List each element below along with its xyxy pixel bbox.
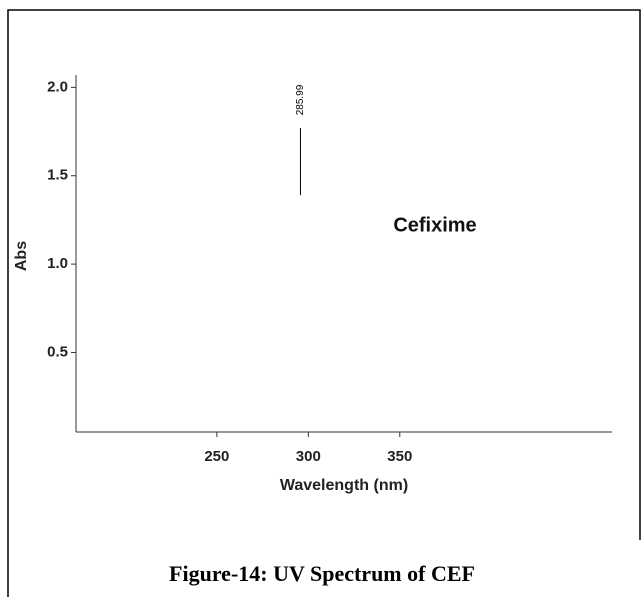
y-tick-label: 1.5 [47,167,68,184]
peak-label: 285.99 [295,84,306,115]
x-axis-label: Wavelength (nm) [280,477,408,494]
y-axis-label: Abs [13,241,30,271]
y-tick-label: 1.0 [47,255,68,272]
frame [7,9,641,597]
annotation: Cefixime [393,214,476,236]
y-tick-label: 2.0 [47,78,68,95]
y-tick-label: 0.5 [47,343,68,360]
caption: Figure-14: UV Spectrum of CEF [169,561,475,586]
x-tick-label: 350 [387,448,412,465]
x-tick-label: 300 [296,448,321,465]
x-tick-label: 250 [204,448,229,465]
